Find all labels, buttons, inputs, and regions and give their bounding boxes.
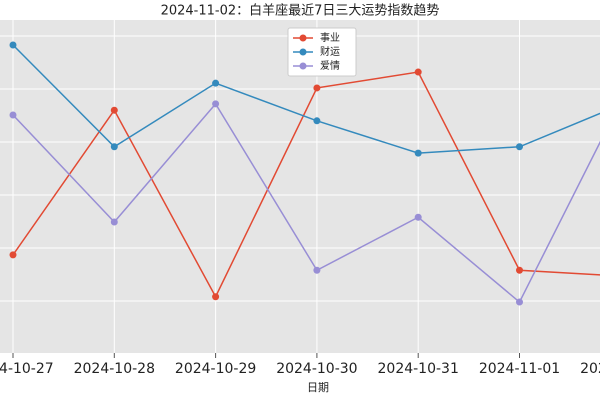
data-point bbox=[414, 149, 422, 157]
data-point bbox=[110, 106, 118, 114]
data-point bbox=[212, 79, 220, 87]
x-tick-label: 2024-10-27 bbox=[0, 361, 54, 377]
data-point bbox=[414, 213, 422, 221]
x-tick-label: 2024-11-01 bbox=[479, 361, 560, 377]
data-point bbox=[313, 266, 321, 274]
data-point bbox=[212, 293, 220, 301]
data-point bbox=[414, 68, 422, 76]
data-point bbox=[110, 143, 118, 151]
data-point bbox=[516, 266, 523, 274]
data-point bbox=[516, 143, 523, 151]
data-point bbox=[516, 298, 523, 306]
x-tick-label: 2024-10-30 bbox=[276, 361, 357, 377]
legend-label: 爱情 bbox=[320, 59, 340, 72]
data-point bbox=[313, 84, 321, 92]
data-point bbox=[9, 251, 17, 259]
x-tick-label: 2024-10-28 bbox=[74, 361, 155, 377]
legend-label: 事业 bbox=[320, 31, 340, 44]
data-point bbox=[212, 100, 220, 108]
x-tick-label: 2024-10-29 bbox=[175, 361, 256, 377]
x-tick-label: 2024-10-31 bbox=[378, 361, 459, 377]
data-point bbox=[9, 111, 17, 119]
data-point bbox=[313, 117, 321, 125]
legend-label: 财运 bbox=[320, 45, 340, 58]
data-point bbox=[110, 218, 118, 226]
legend-marker bbox=[299, 34, 307, 42]
data-point bbox=[9, 41, 17, 49]
legend-marker bbox=[299, 62, 307, 70]
chart-title: 2024-11-02：白羊座最近7日三大运势指数趋势 bbox=[161, 3, 440, 19]
legend-marker bbox=[299, 48, 307, 56]
x-tick-label: 2024-11-02 bbox=[580, 361, 600, 377]
x-axis-label: 日期 bbox=[307, 381, 329, 394]
